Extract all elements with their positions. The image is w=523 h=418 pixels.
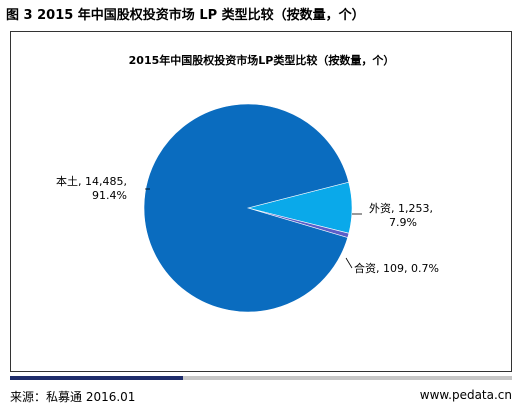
slice-label-hezi-line1: 合资, 109, 0.7% (354, 262, 439, 275)
slice-label-waizi: 外资, 1,253, 7.9% (369, 202, 433, 230)
slice-label-bentu: 本土, 14,485, 91.4% (56, 175, 127, 203)
slice-label-waizi-line2: 7.9% (389, 216, 417, 229)
slice-label-waizi-line1: 外资, 1,253, (369, 202, 433, 215)
figure-title: 图 3 2015 年中国股权投资市场 LP 类型比较（按数量，个） (6, 8, 365, 23)
leader-line-hezi (345, 257, 353, 269)
source-note: 来源：私募通 2016.01 (10, 390, 136, 404)
footer-bar-dark (10, 376, 183, 380)
slice-label-hezi: 合资, 109, 0.7% (354, 262, 439, 276)
footer-bar-light (183, 376, 512, 380)
chart-title: 2015年中国股权投资市场LP类型比较（按数量，个） (128, 54, 395, 67)
slice-bentu (143, 103, 350, 313)
slice-label-bentu-line1: 本土, 14,485, (56, 175, 127, 188)
slice-label-bentu-line2: 91.4% (92, 189, 127, 202)
website-link[interactable]: www.pedata.cn (419, 388, 512, 402)
